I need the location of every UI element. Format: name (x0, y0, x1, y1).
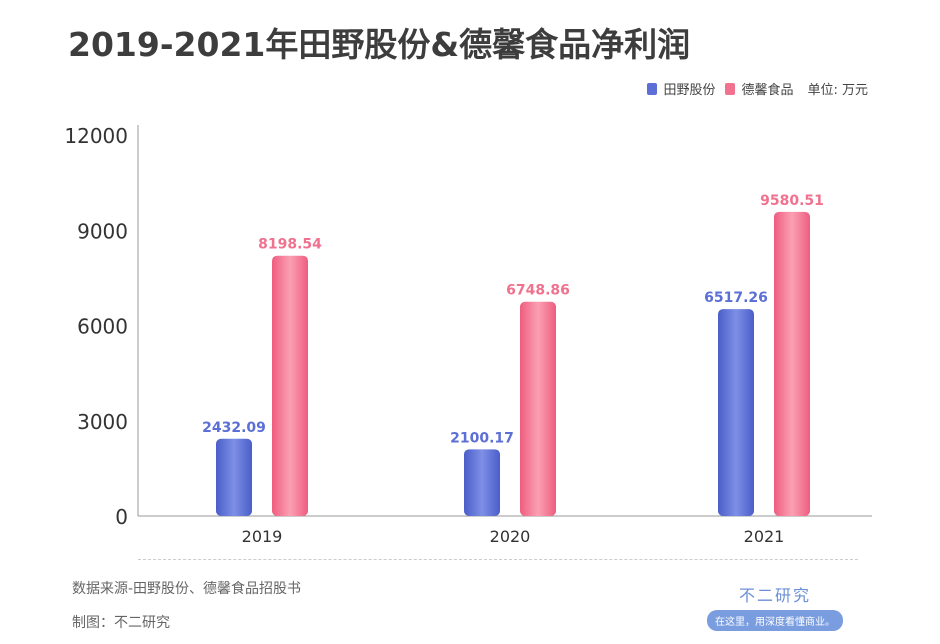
legend-label-tianye: 田野股份 (663, 83, 716, 98)
legend-swatch-dexin (725, 82, 736, 95)
bar-tianye (464, 449, 500, 516)
chart-title: 2019-2021年田野股份&德馨食品净利润 (68, 25, 691, 64)
data-label: 8198.54 (258, 237, 322, 253)
y-tick-label: 6000 (77, 315, 128, 339)
credit-note: 制图：不二研究 (72, 615, 170, 631)
legend: 田野股份 德馨食品 单位: 万元 (647, 79, 868, 98)
bar-dexin (272, 255, 308, 516)
bar-tianye (718, 309, 754, 516)
logo-slogan: 在这里，用深度看懂商业。 (707, 610, 843, 631)
logo-title: 不二研究 (738, 586, 811, 605)
x-tick-label: 2021 (744, 527, 785, 546)
bar-tianye (216, 438, 252, 516)
bar-dexin (774, 211, 810, 517)
y-tick-label: 3000 (77, 410, 128, 434)
divider (138, 559, 858, 560)
y-tick-label: 9000 (77, 219, 128, 243)
unit-label: 单位: 万元 (807, 83, 868, 98)
data-label: 2432.09 (202, 420, 266, 436)
x-tick-label: 2020 (490, 527, 531, 546)
data-label: 6748.86 (506, 283, 570, 299)
legend-label-dexin: 德馨食品 (741, 83, 794, 98)
data-label: 9580.51 (760, 193, 824, 209)
brand-logo: 不二研究 在这里，用深度看懂商业。 (700, 582, 850, 631)
data-label: 6517.26 (704, 290, 768, 306)
data-label: 2100.17 (450, 430, 514, 446)
legend-swatch-tianye (647, 82, 658, 95)
bar-dexin (520, 301, 556, 516)
y-tick-label: 12000 (64, 124, 128, 148)
x-tick-label: 2019 (242, 527, 283, 546)
source-note: 数据来源-田野股份、德馨食品招股书 (72, 581, 302, 597)
y-tick-label: 0 (115, 505, 128, 529)
